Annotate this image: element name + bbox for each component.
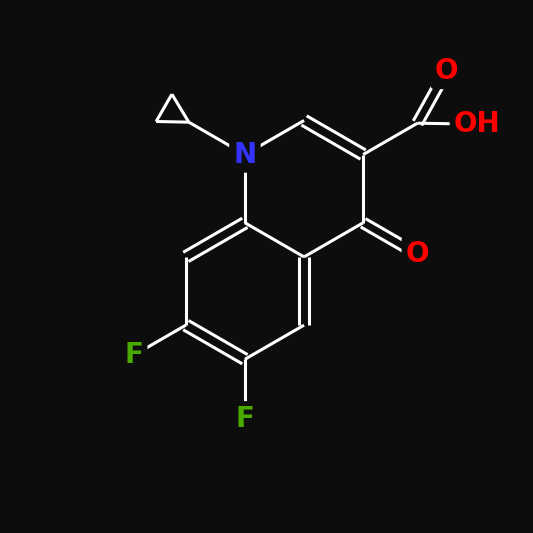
- Text: O: O: [435, 57, 458, 85]
- Text: F: F: [124, 341, 143, 369]
- Text: O: O: [406, 240, 429, 268]
- Text: N: N: [233, 141, 256, 168]
- Text: OH: OH: [454, 110, 500, 138]
- Text: F: F: [236, 405, 254, 433]
